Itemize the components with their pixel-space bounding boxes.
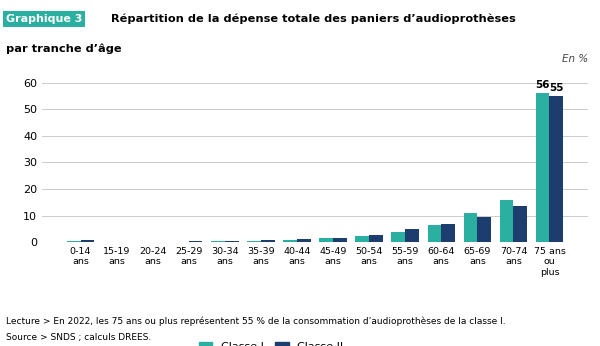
- Text: 55: 55: [549, 83, 563, 93]
- Bar: [319, 238, 333, 242]
- Bar: [405, 229, 419, 242]
- Bar: [441, 224, 455, 242]
- Bar: [536, 93, 550, 242]
- Bar: [261, 240, 275, 242]
- Text: 56: 56: [535, 81, 550, 91]
- Text: En %: En %: [562, 54, 588, 64]
- Bar: [428, 225, 441, 242]
- Bar: [369, 235, 383, 242]
- Bar: [550, 96, 563, 242]
- Legend: Classe I, Classe II: Classe I, Classe II: [194, 338, 348, 346]
- Text: Répartition de la dépense totale des paniers d’audioprothèses: Répartition de la dépense totale des pan…: [111, 14, 516, 24]
- Bar: [80, 239, 94, 242]
- Text: Source > SNDS ; calculs DREES.: Source > SNDS ; calculs DREES.: [6, 333, 151, 342]
- Bar: [297, 239, 311, 242]
- Text: Graphique 3: Graphique 3: [6, 14, 82, 24]
- Bar: [478, 217, 491, 242]
- Bar: [333, 238, 347, 242]
- Text: par tranche d’âge: par tranche d’âge: [6, 43, 122, 54]
- Bar: [500, 200, 514, 242]
- Bar: [225, 241, 239, 242]
- Bar: [283, 240, 297, 242]
- Bar: [514, 206, 527, 242]
- Bar: [247, 241, 261, 242]
- Bar: [464, 213, 478, 242]
- Text: Lecture > En 2022, les 75 ans ou plus représentent 55 % de la consommation d’aud: Lecture > En 2022, les 75 ans ou plus re…: [6, 317, 506, 326]
- Bar: [391, 231, 405, 242]
- Bar: [355, 236, 369, 242]
